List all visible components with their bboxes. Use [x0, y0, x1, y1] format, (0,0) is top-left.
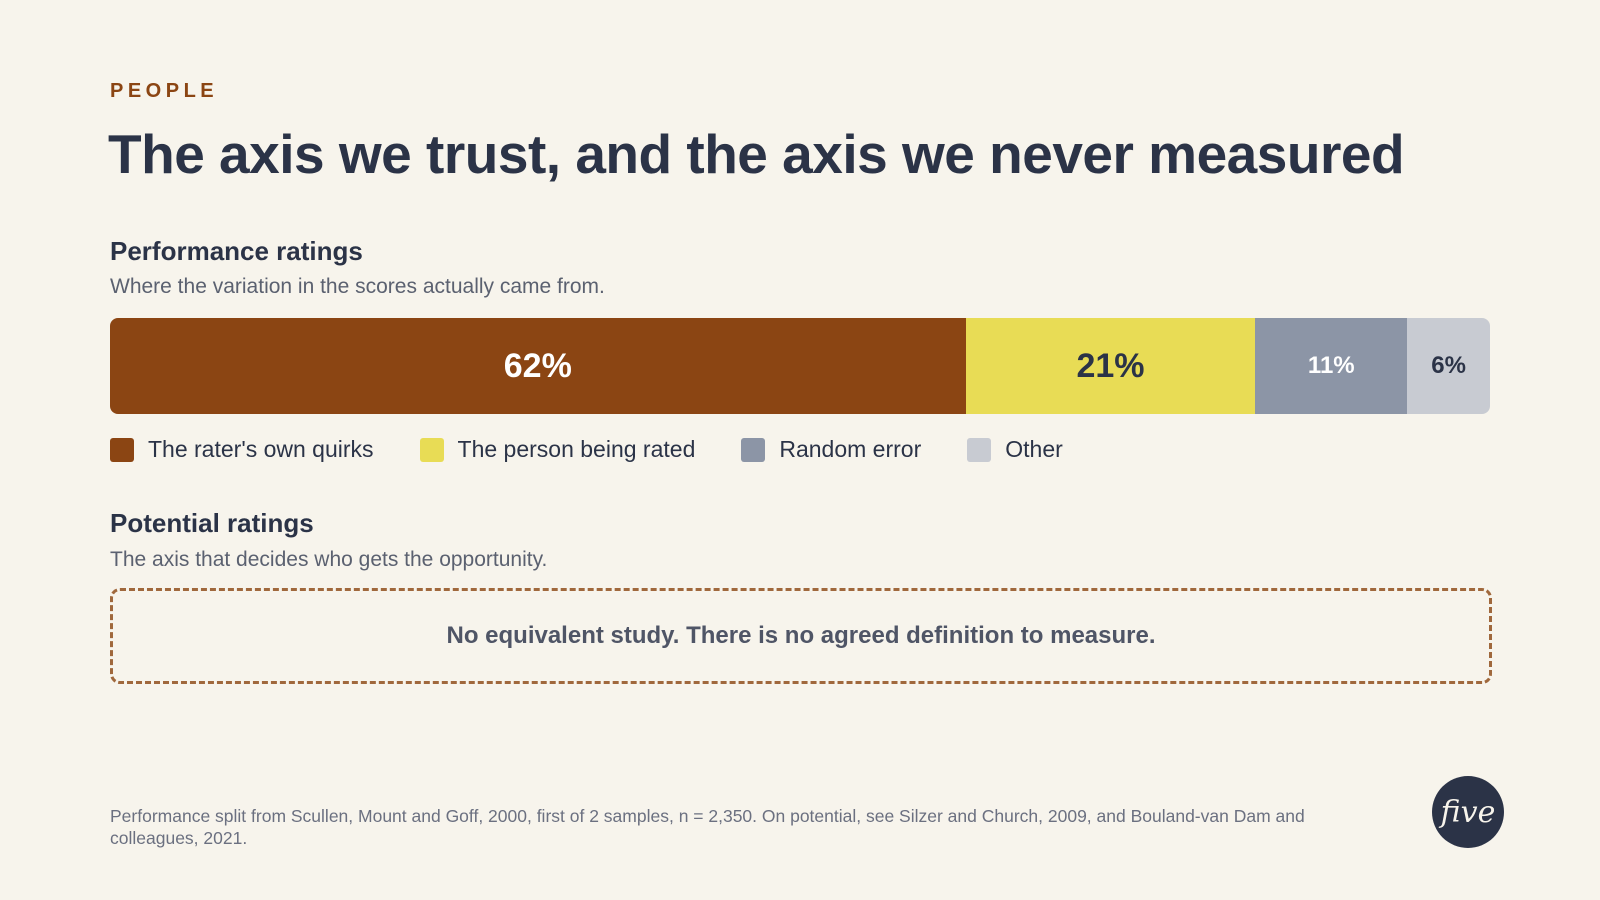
legend-swatch [419, 437, 444, 462]
legend-swatch [741, 437, 766, 462]
bar-segment-4: 6% [1407, 318, 1490, 414]
bar-segment-label: 11% [1307, 352, 1355, 379]
legend-label: The person being rated [457, 436, 696, 462]
legend-label: The rater's own quirks [148, 436, 374, 462]
bar-segment-label: 21% [1076, 346, 1145, 385]
legend-swatch [967, 437, 992, 462]
legend-item-3: Random error [741, 436, 921, 463]
bar-segment-1: 62% [110, 318, 966, 414]
legend-item-1: The rater's own quirks [110, 436, 374, 463]
footnote: Performance split from Scullen, Mount an… [110, 806, 1305, 848]
no-study-note: No equivalent study. There is no agreed … [446, 622, 1156, 649]
logo-text: five [1440, 794, 1496, 830]
bar-segment-2: 21% [965, 318, 1256, 414]
bar-segment-label: 62% [503, 346, 572, 385]
legend-item-4: Other [967, 436, 1063, 463]
legend-label: Other [1005, 436, 1063, 462]
performance-title: Performance ratings [110, 236, 363, 266]
performance-subtitle: Where the variation in the scores actual… [110, 275, 605, 298]
potential-title: Potential ratings [110, 508, 314, 538]
no-study-box: No equivalent study. There is no agreed … [110, 588, 1492, 684]
five-logo: five [1432, 776, 1504, 848]
page-title: The axis we trust, and the axis we never… [108, 123, 1405, 185]
legend-item-2: The person being rated [419, 436, 696, 463]
legend-swatch [110, 437, 134, 462]
bar-segment-label: 6% [1431, 352, 1466, 379]
stacked-bar: 62% 21% 11% 6% [110, 318, 1490, 414]
legend-label: Random error [779, 436, 922, 462]
eyebrow-label: PEOPLE [110, 80, 219, 102]
potential-subtitle: The axis that decides who gets the oppor… [110, 548, 548, 571]
bar-segment-3: 11% [1255, 318, 1408, 414]
chart-legend: The rater's own quirks The person being r… [110, 436, 1109, 463]
